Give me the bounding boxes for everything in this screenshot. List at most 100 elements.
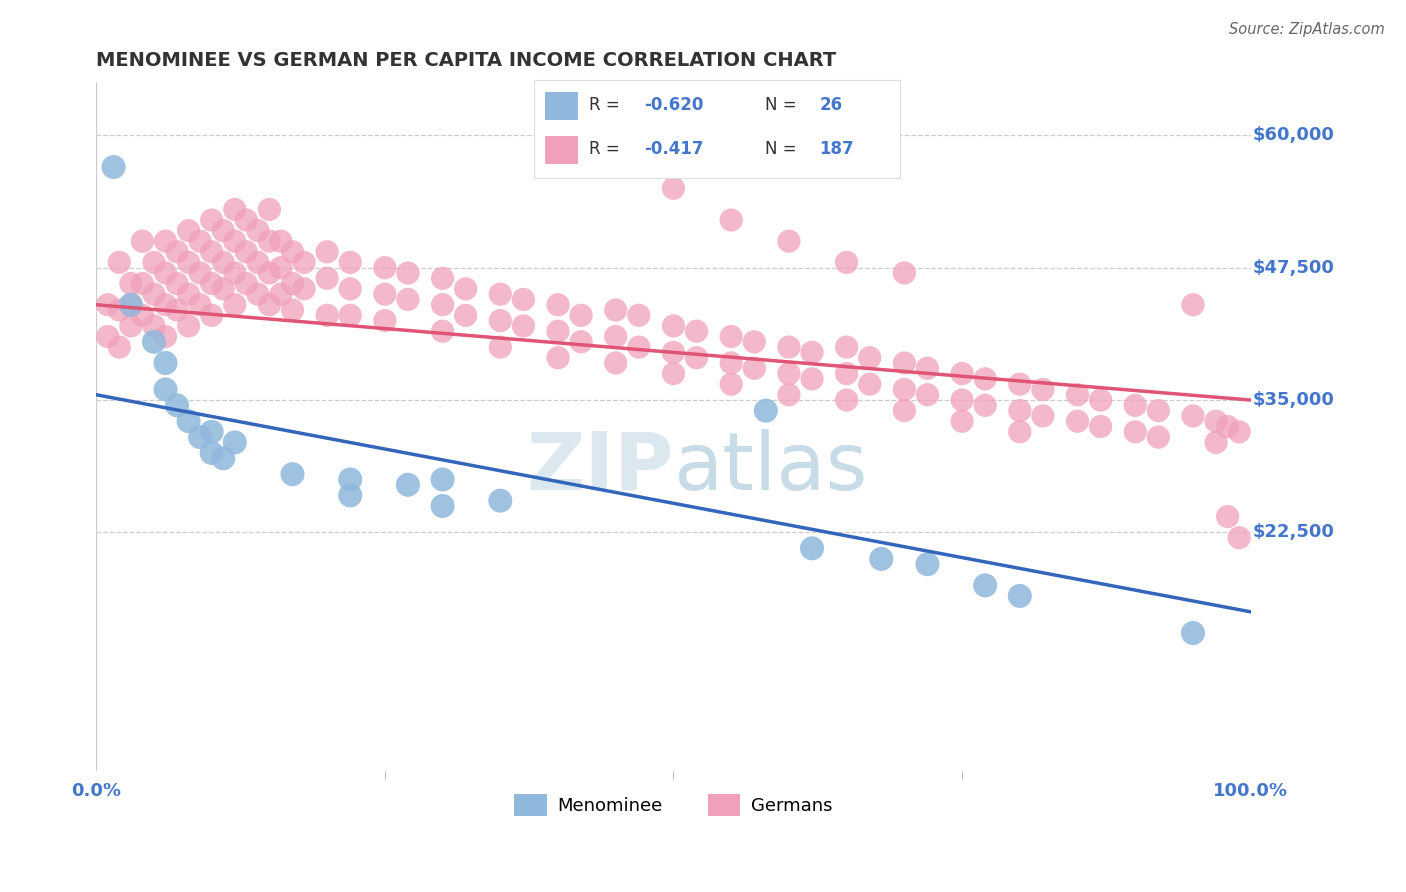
Point xyxy=(685,324,707,338)
Point xyxy=(1181,409,1204,423)
Point xyxy=(155,356,177,370)
Point xyxy=(893,356,915,370)
Point xyxy=(627,340,650,354)
Point xyxy=(432,499,454,513)
Point xyxy=(374,287,396,301)
Point xyxy=(512,318,534,333)
Point xyxy=(246,287,269,301)
Point xyxy=(801,541,824,556)
Point xyxy=(662,318,685,333)
Text: $47,500: $47,500 xyxy=(1253,259,1334,277)
Point xyxy=(1181,298,1204,312)
Point xyxy=(662,367,685,381)
Point xyxy=(489,340,512,354)
Point xyxy=(212,224,235,238)
Point xyxy=(281,244,304,259)
Point xyxy=(143,287,166,301)
Point xyxy=(97,329,120,343)
Point xyxy=(1066,414,1088,428)
Point xyxy=(1032,383,1054,397)
Point xyxy=(143,318,166,333)
Point xyxy=(432,473,454,487)
Point xyxy=(224,266,246,280)
Point xyxy=(201,277,224,291)
Point xyxy=(201,244,224,259)
Point xyxy=(188,298,211,312)
Point xyxy=(742,334,765,349)
Point xyxy=(188,430,211,444)
Point xyxy=(131,309,153,323)
Point xyxy=(166,277,188,291)
Point xyxy=(1123,425,1146,439)
Point xyxy=(605,329,627,343)
Point xyxy=(870,552,893,566)
Point xyxy=(131,234,153,248)
Point xyxy=(893,266,915,280)
Point xyxy=(224,298,246,312)
Point xyxy=(432,324,454,338)
Point xyxy=(235,244,257,259)
Point xyxy=(235,277,257,291)
Point xyxy=(778,388,800,402)
Point xyxy=(201,213,224,227)
Point xyxy=(339,255,361,269)
Point xyxy=(177,224,200,238)
Point xyxy=(339,282,361,296)
FancyBboxPatch shape xyxy=(546,136,578,164)
Point xyxy=(1216,419,1239,434)
Text: N =: N = xyxy=(765,95,801,114)
Text: -0.417: -0.417 xyxy=(644,140,703,158)
Text: R =: R = xyxy=(589,95,626,114)
Point xyxy=(547,351,569,365)
Point xyxy=(662,181,685,195)
Point xyxy=(1008,377,1031,392)
Point xyxy=(177,318,200,333)
Point xyxy=(108,340,131,354)
Point xyxy=(201,446,224,460)
Point xyxy=(950,392,973,407)
Point xyxy=(605,356,627,370)
Point xyxy=(396,477,419,491)
Point xyxy=(685,351,707,365)
Point xyxy=(339,309,361,323)
Point xyxy=(917,388,939,402)
Point xyxy=(662,345,685,359)
Point xyxy=(778,234,800,248)
Point xyxy=(270,234,292,248)
Point xyxy=(1147,430,1170,444)
Point xyxy=(281,277,304,291)
Point xyxy=(155,383,177,397)
Point xyxy=(155,234,177,248)
Text: atlas: atlas xyxy=(673,429,868,507)
Point xyxy=(166,398,188,412)
Point xyxy=(177,414,200,428)
Point xyxy=(224,234,246,248)
Point xyxy=(212,451,235,466)
Point xyxy=(177,255,200,269)
Point xyxy=(155,266,177,280)
Point xyxy=(224,435,246,450)
Point xyxy=(1008,425,1031,439)
Point xyxy=(720,356,742,370)
Point xyxy=(201,425,224,439)
Point xyxy=(188,234,211,248)
Point xyxy=(1123,398,1146,412)
Point xyxy=(166,244,188,259)
Text: R =: R = xyxy=(589,140,626,158)
Point xyxy=(201,309,224,323)
Point xyxy=(974,372,997,386)
Point xyxy=(1090,419,1112,434)
Point xyxy=(1147,403,1170,417)
Point xyxy=(1090,392,1112,407)
Point xyxy=(224,202,246,217)
Point xyxy=(720,213,742,227)
Point xyxy=(120,277,142,291)
Point xyxy=(120,298,142,312)
Point xyxy=(374,260,396,275)
Text: MENOMINEE VS GERMAN PER CAPITA INCOME CORRELATION CHART: MENOMINEE VS GERMAN PER CAPITA INCOME CO… xyxy=(96,51,837,70)
Point xyxy=(316,244,339,259)
Point xyxy=(212,255,235,269)
Point xyxy=(835,340,858,354)
Point xyxy=(1008,403,1031,417)
Point xyxy=(396,266,419,280)
